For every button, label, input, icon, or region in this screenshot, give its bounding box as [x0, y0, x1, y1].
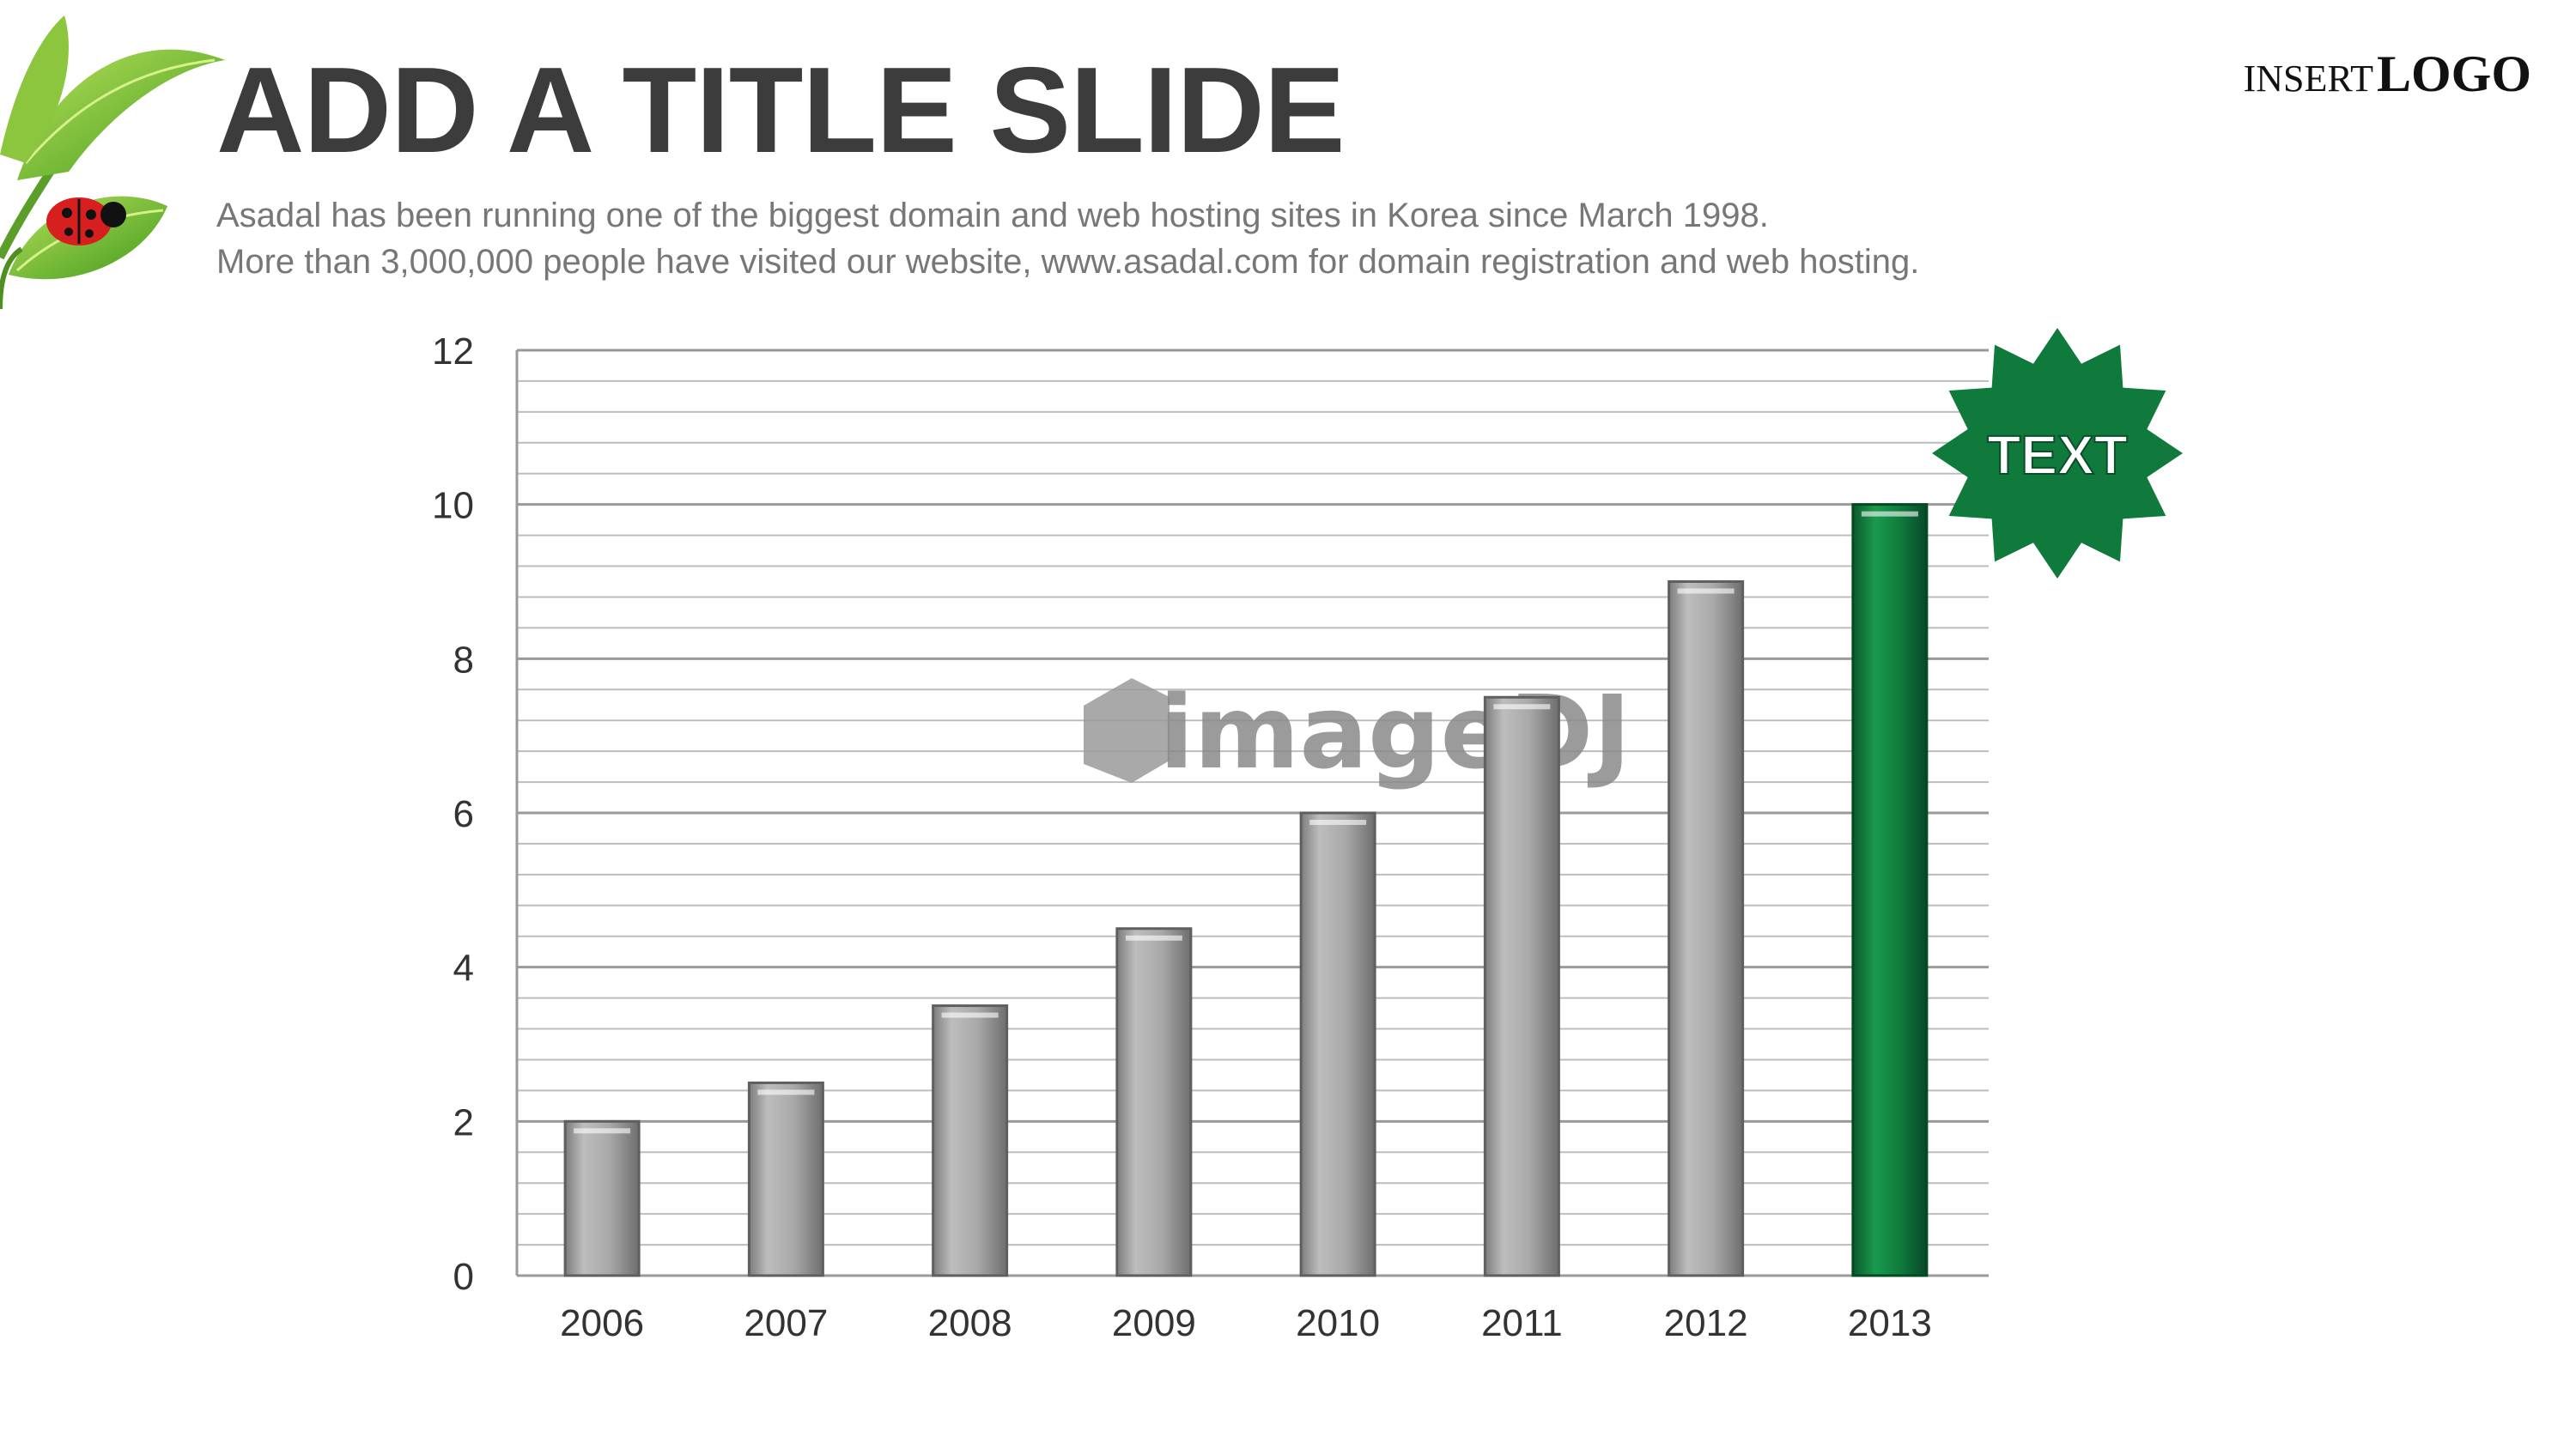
- bar-2009: [1115, 927, 1193, 1277]
- page-title: ADD A TITLE SLIDE: [216, 42, 1346, 179]
- y-tick-label: 0: [453, 1256, 474, 1298]
- badge-text: TEXT: [1987, 424, 2128, 486]
- y-tick-label: 10: [432, 485, 474, 527]
- x-tick-label: 2012: [1664, 1302, 1748, 1344]
- bar-2011: [1483, 695, 1560, 1277]
- y-tick-label: 2: [453, 1101, 474, 1143]
- bar-2007: [747, 1081, 824, 1277]
- bar-2012: [1668, 580, 1745, 1277]
- bar-highlight: [1493, 704, 1551, 710]
- y-tick-label: 8: [453, 639, 474, 681]
- bar-2013: [1851, 503, 1929, 1277]
- y-tick-label: 12: [432, 330, 474, 373]
- logo-word: LOGO: [2376, 45, 2531, 102]
- bar-highlight: [1677, 588, 1735, 594]
- watermark-text: imageDJ: [1159, 673, 1631, 791]
- bar-highlight: [1861, 511, 1918, 517]
- tick-labels: 0 2 4 6 8 10 12 2006 2007 2008 2009 2010 2011 2012 201…: [432, 330, 1932, 1344]
- x-tick-label: 2010: [1296, 1302, 1380, 1344]
- subtitle-line-1: Asadal has been running one of the bigge…: [216, 197, 1769, 234]
- bar-highlight: [1309, 820, 1367, 825]
- bar-highlight: [574, 1128, 631, 1134]
- x-tick-label: 2011: [1481, 1302, 1563, 1344]
- bar-2008: [932, 1004, 1009, 1277]
- bars: [563, 503, 1929, 1277]
- x-tick-label: 2013: [1848, 1302, 1932, 1344]
- y-tick-label: 4: [453, 948, 474, 990]
- bar-highlight: [1125, 935, 1182, 941]
- bar-2010: [1299, 811, 1376, 1277]
- x-tick-label: 2007: [744, 1302, 828, 1344]
- subtitle-line-2: More than 3,000,000 people have visited …: [216, 243, 1920, 281]
- badge: TEXT: [1932, 328, 2183, 579]
- leaf-with-ladybug-icon: [0, 15, 225, 310]
- logo-placeholder: INSERT LOGO: [2244, 45, 2531, 104]
- x-tick-label: 2009: [1112, 1302, 1196, 1344]
- bar-highlight: [941, 1012, 999, 1018]
- y-tick-label: 6: [453, 793, 474, 835]
- watermark-cube-icon: [1084, 678, 1170, 783]
- ladybug-icon: [46, 197, 126, 246]
- logo-prefix: INSERT: [2243, 58, 2373, 100]
- bar-highlight: [757, 1089, 815, 1095]
- gridlines: [515, 349, 1989, 1277]
- x-tick-label: 2006: [560, 1302, 644, 1344]
- x-tick-label: 2008: [928, 1302, 1012, 1344]
- bar-2006: [563, 1119, 641, 1277]
- starburst-badge-icon: [1932, 328, 2183, 579]
